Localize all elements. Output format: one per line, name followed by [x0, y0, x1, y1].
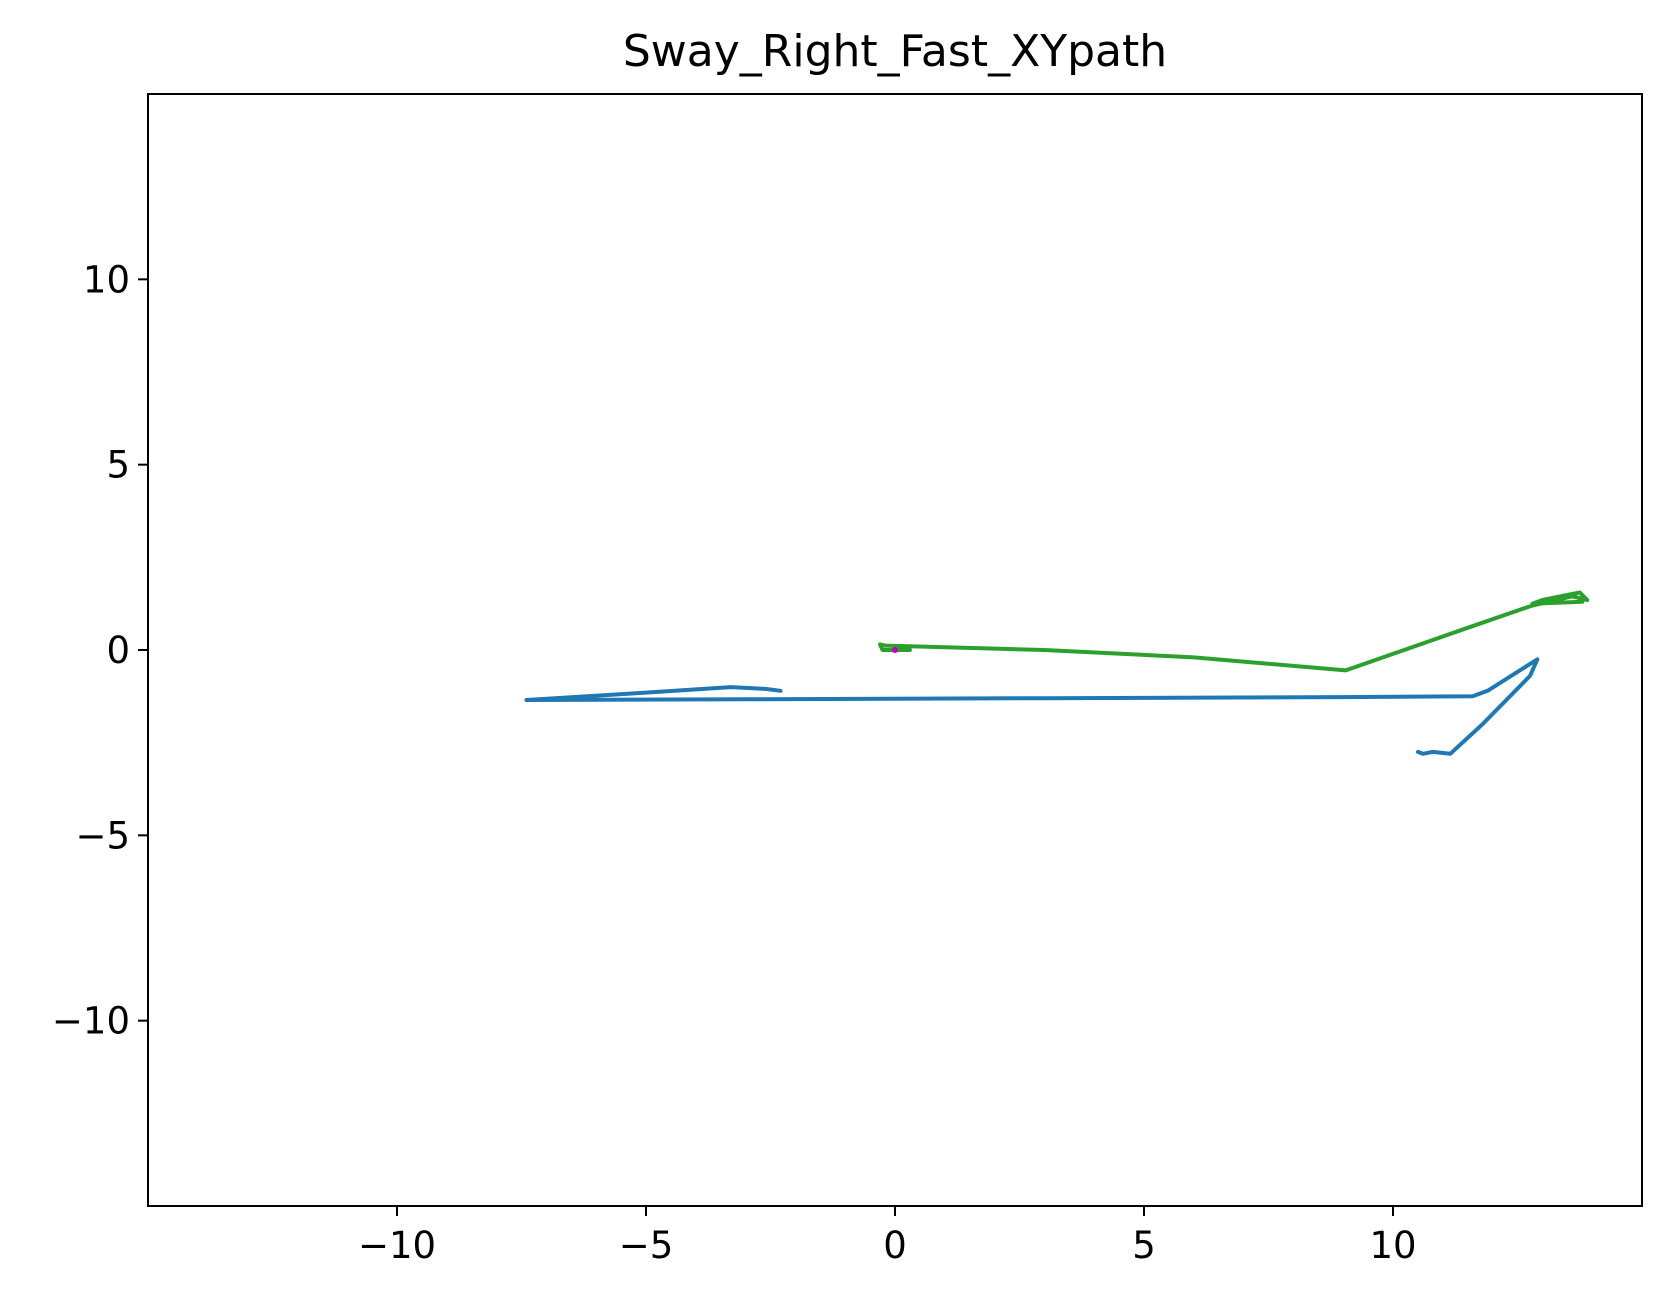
- y-tick-label: 5: [106, 444, 130, 487]
- y-tick-label: 0: [106, 629, 130, 672]
- y-tick-label: −5: [75, 814, 130, 857]
- series-0-line: [524, 657, 1540, 756]
- x-tick-label: 0: [883, 1224, 907, 1267]
- series-2-point: [892, 647, 898, 653]
- y-tick-label: 10: [83, 258, 130, 301]
- plot-frame: [147, 93, 1643, 1207]
- x-tick-label: 5: [1132, 1224, 1156, 1267]
- series-1-line: [878, 590, 1590, 673]
- chart-title: Sway_Right_Fast_XYpath: [623, 26, 1167, 77]
- x-tick-label: −5: [619, 1224, 674, 1267]
- series-layer: [524, 590, 1590, 756]
- y-tick-label: −10: [52, 1000, 130, 1043]
- x-tick-label: −10: [358, 1224, 436, 1267]
- axis-layer: −10 −5 0 5 10 −10 −5 0 5 10: [52, 258, 1417, 1267]
- x-tick-label: 10: [1369, 1224, 1416, 1267]
